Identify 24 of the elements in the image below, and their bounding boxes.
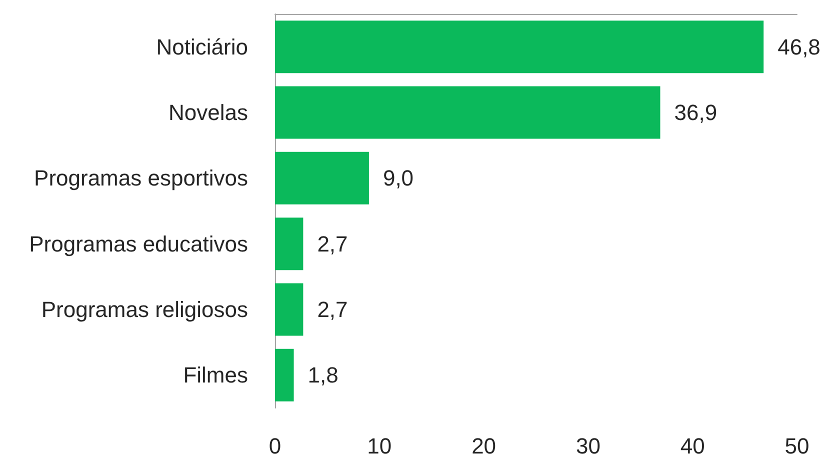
bar (275, 152, 369, 204)
y-tick-label: Noticiário (156, 34, 248, 60)
y-tick-label: Novelas (168, 100, 248, 125)
data-label: 2,7 (317, 297, 348, 322)
bar (275, 348, 294, 402)
x-tick-label: 0 (268, 434, 282, 458)
x-tick-label: 10 (367, 434, 392, 458)
data-label: 1,8 (308, 362, 338, 388)
x-tick-label: 20 (472, 434, 496, 458)
y-tick-label: Programas educativos (29, 231, 248, 256)
y-tick-label: Programas esportivos (34, 166, 248, 191)
x-tick-label: 30 (576, 434, 600, 458)
y-tick-label: Filmes (183, 362, 248, 388)
bar (275, 20, 764, 74)
x-tick-label: 40 (680, 434, 705, 458)
data-label: 46,8 (778, 34, 820, 60)
bar (275, 86, 660, 139)
data-label: 36,9 (674, 100, 718, 125)
y-tick-label: Programas religiosos (41, 297, 248, 322)
data-label: 9,0 (382, 166, 414, 191)
bar (275, 218, 304, 270)
bar (275, 283, 304, 336)
x-tick-label: 50 (784, 434, 810, 458)
data-label: 2,7 (317, 231, 348, 256)
